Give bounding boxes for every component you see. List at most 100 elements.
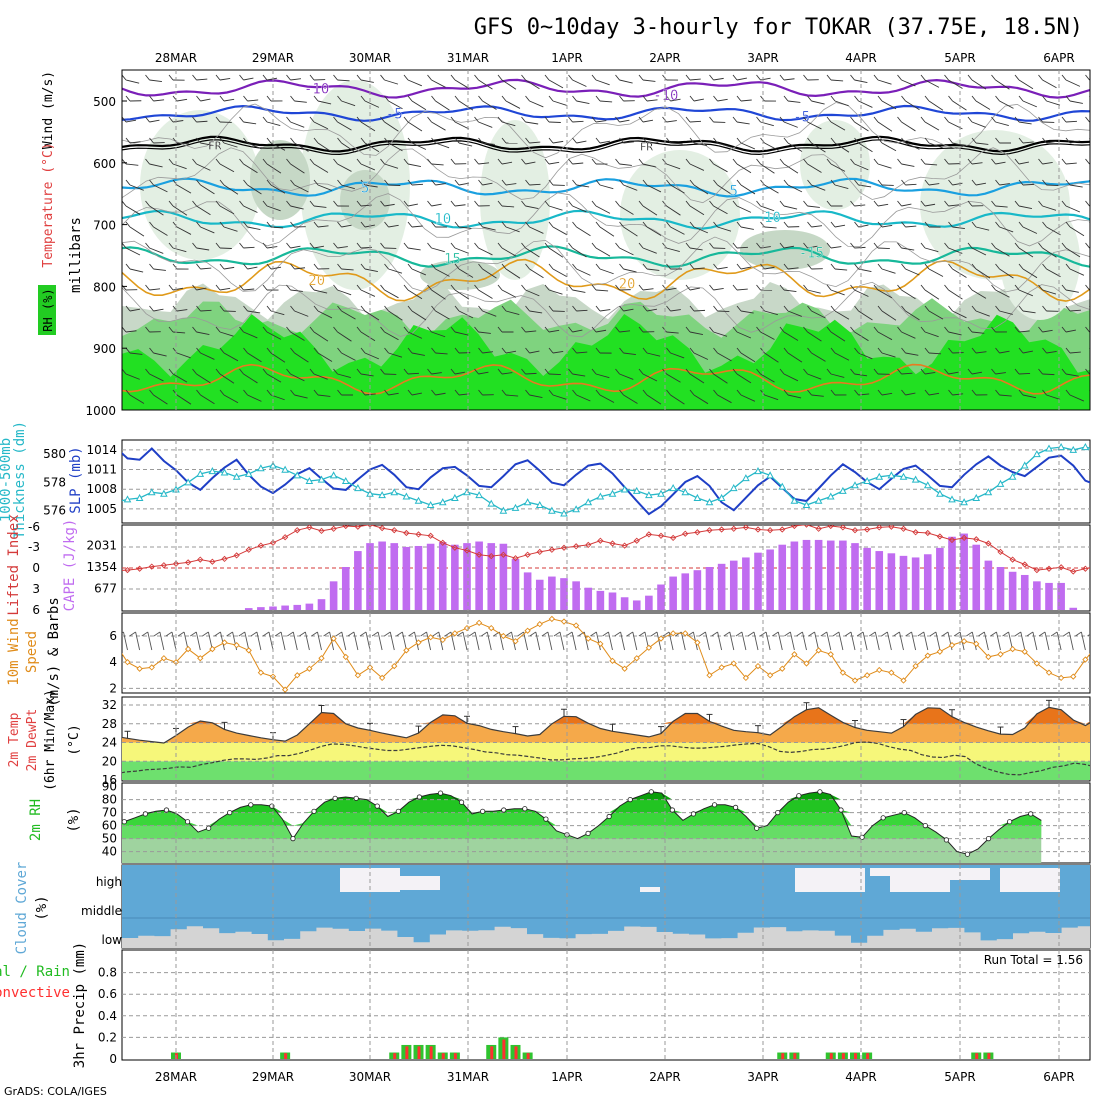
wind-barb [380,284,399,299]
wind-barb [501,179,517,186]
wind-barb [196,137,214,146]
barb-staff [505,268,521,279]
barb-staff [454,204,466,207]
barb-flag [638,116,644,123]
barb-flag [736,95,742,102]
barb-flag [196,95,201,102]
barb-flag [125,137,131,144]
wind-barb [591,116,607,123]
wind-barb [619,137,635,144]
barb-staff [552,226,568,236]
barb-flag [619,221,624,228]
barb-flag [615,200,620,207]
wind-barb [122,74,140,84]
barb-flag [830,389,836,396]
barb-flag [290,95,295,102]
thickness-point [232,472,241,480]
barb-staff [454,79,470,89]
barb-staff [854,289,869,297]
barb-flag [192,326,197,333]
barb-flag [335,631,343,637]
barb-staff [623,268,637,273]
wind10-barb [1026,631,1038,651]
wind-barb [521,200,539,209]
barb-staff [290,205,304,210]
wind-barb [1085,242,1090,249]
barb-flag [991,74,996,81]
barb-staff [525,372,537,375]
rh-tick-label: 60 [102,819,117,833]
barb-flag [820,631,828,637]
barb-flag [122,284,127,291]
thickness-point [681,488,690,496]
barb-flag [854,221,859,228]
barb-staff [317,184,332,191]
barb-flag [403,284,409,291]
barb-flag [995,263,1000,270]
wind-speed-point [694,639,701,646]
rh-point [817,789,823,795]
precip-conv-bar [829,1053,833,1059]
barb-staff [505,183,517,186]
barb-flag [572,137,577,144]
barb-flag [1042,389,1047,396]
wind-barb [568,284,586,293]
precip-conv-bar [526,1053,530,1059]
barb-flag [337,95,342,102]
wind-speed-point [706,672,713,679]
date-label-bottom: 4APR [845,1070,876,1084]
barb-staff [1022,100,1038,108]
lifted-index-point [997,548,1004,556]
cape-bar [851,543,859,610]
barb-staff [877,163,892,169]
barb-staff [1065,373,1079,377]
barb-flag [313,305,319,312]
wind-barb [215,116,232,123]
lifted-index-point [536,548,543,556]
barb-staff [901,289,916,300]
wind-speed-point [682,630,689,637]
wind-barb [168,326,186,334]
barb-staff [599,100,613,103]
barb-staff [548,329,560,333]
barb-staff [200,267,212,270]
barb-flag [1065,95,1071,102]
barb-staff [435,392,446,396]
wind-barb [192,116,208,123]
barb-staff [713,373,728,384]
barb-staff [881,142,897,152]
lifted-index-point [148,563,155,570]
barb-staff [548,205,563,211]
pressure-tick-label: 800 [93,280,116,294]
barb-flag [709,158,714,165]
barb-staff [304,631,310,651]
barb-staff [689,205,705,216]
barb-flag [286,368,291,375]
wind10-barb [1014,631,1026,651]
cloud-high-patch [795,868,865,892]
wind-barb [215,74,231,81]
barb-staff [975,310,990,317]
barb-flag [497,284,503,291]
barb-staff [1094,269,1100,274]
barb-flag [122,242,127,249]
barb-flag [595,389,601,396]
wind-barb [427,326,446,338]
thickness-point [499,506,508,514]
wind-barb [333,74,350,82]
barb-flag [431,389,436,396]
wind-barb [948,305,967,319]
wind-speed-point [294,672,301,679]
barb-flag [877,389,883,396]
barb-staff [623,352,636,355]
barb-staff [548,373,561,375]
barb-staff [431,331,446,338]
barb-flag [1038,242,1043,249]
barb-flag [347,631,355,637]
rh-point [163,807,170,813]
wind10-barb [832,631,844,651]
wind-speed-point [427,634,434,641]
wind-barb [897,116,916,132]
barb-flag [685,200,691,207]
barb-staff [341,268,354,271]
